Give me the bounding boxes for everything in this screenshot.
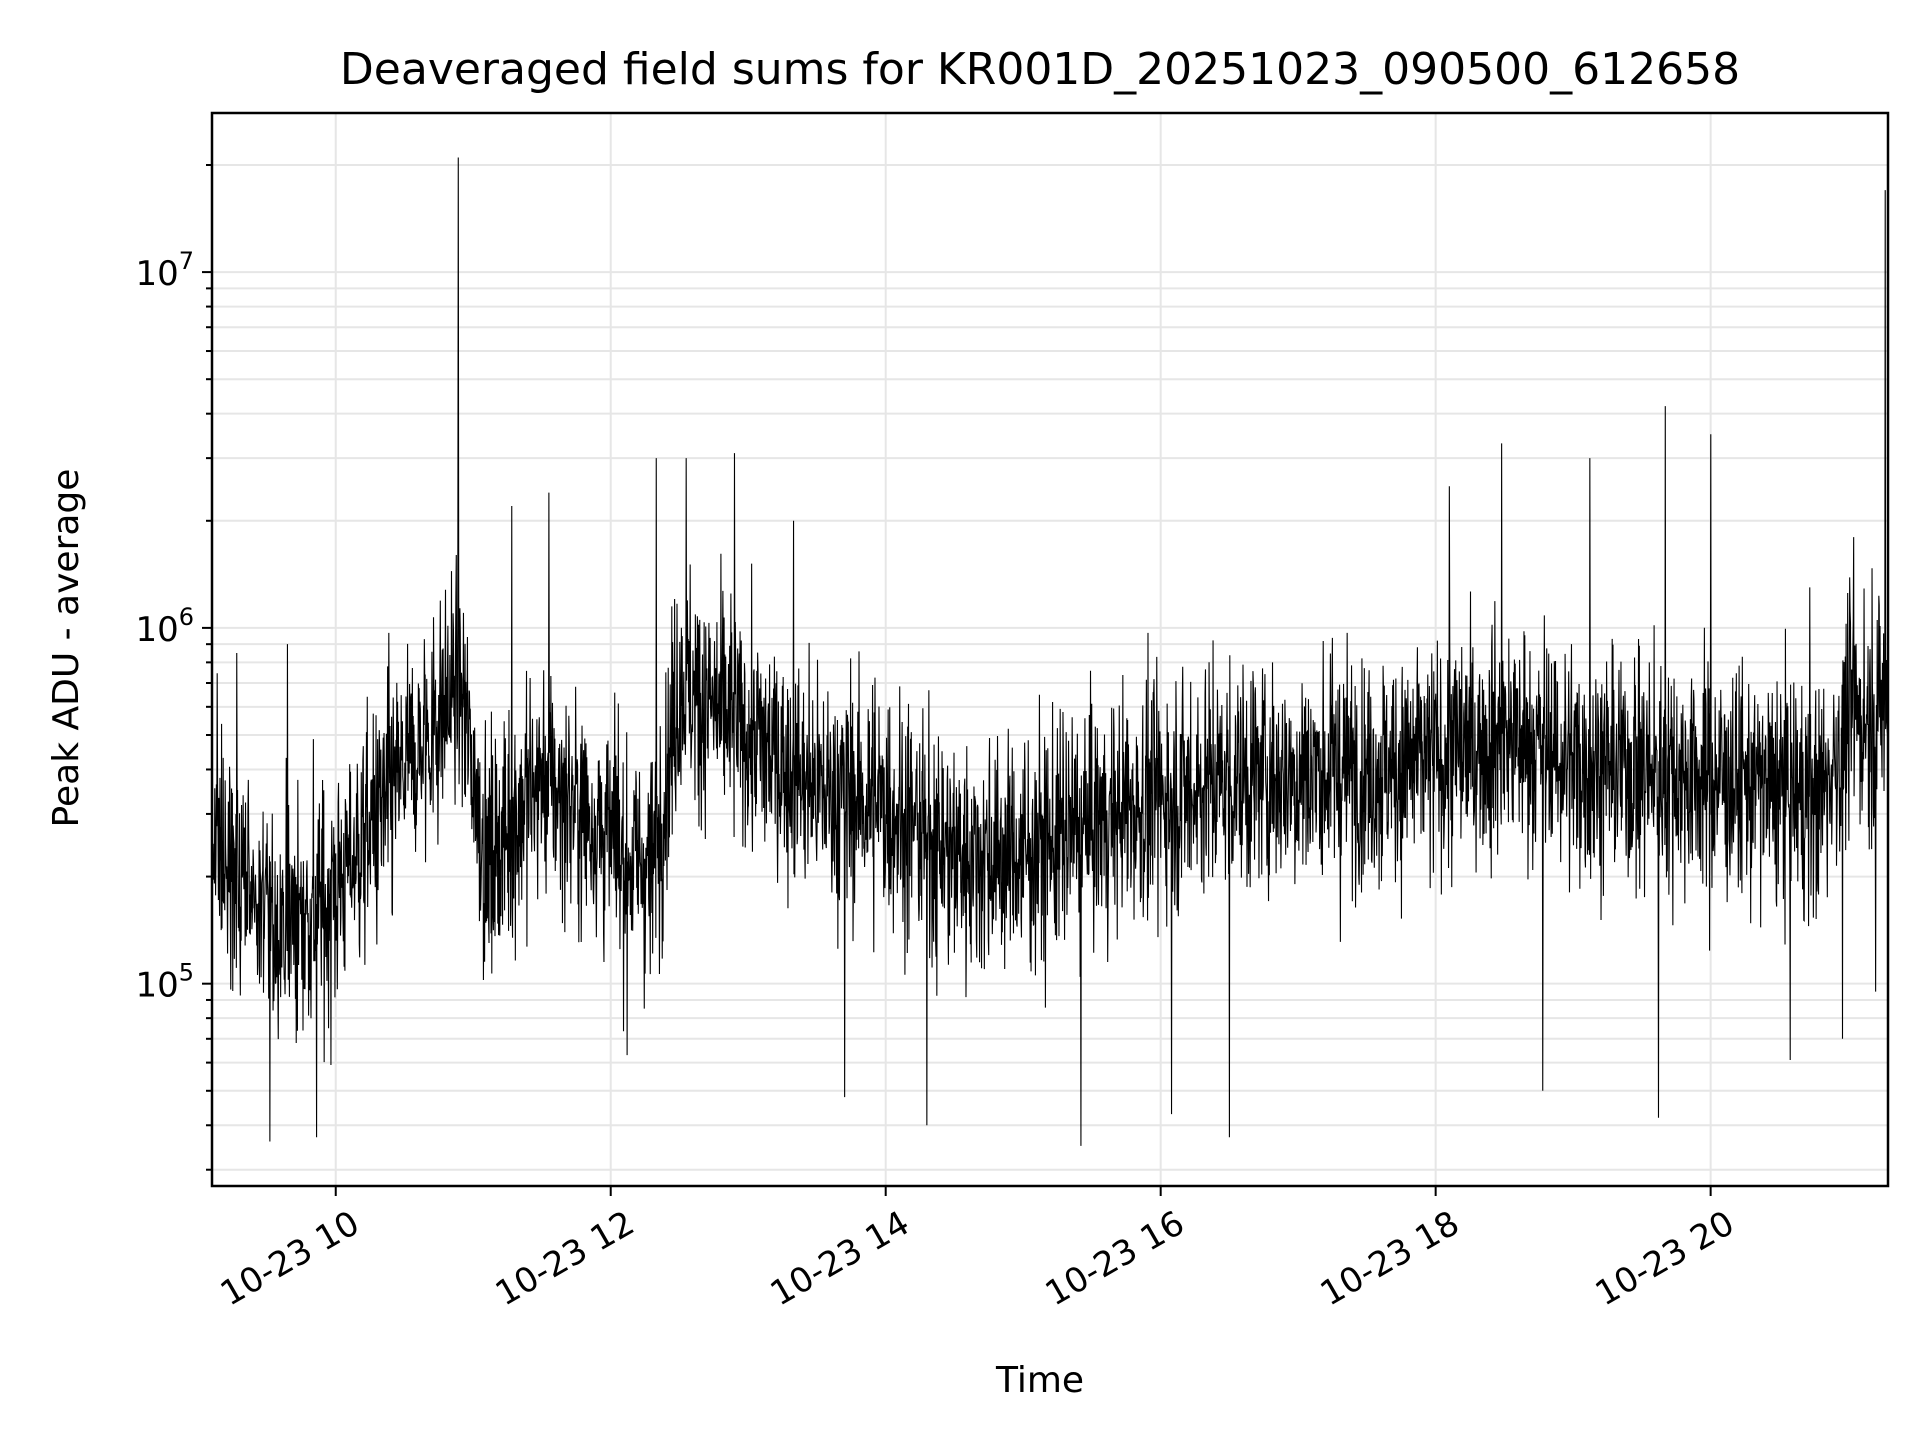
y-ticks: 105 106 107 — [135, 163, 212, 1171]
x-axis-label: Time — [995, 1360, 1084, 1401]
plot-frame — [210, 111, 1890, 1188]
y-tick-label: 106 — [135, 603, 194, 650]
series-line — [211, 157, 1889, 1146]
y-tick-label: 107 — [135, 247, 194, 294]
series-group — [211, 157, 1889, 1146]
y-axis-label: Peak ADU - average — [46, 469, 87, 828]
chart-title: Deaveraged field sums for KR001D_2025102… — [340, 44, 1740, 95]
y-tick-label: 105 — [135, 959, 194, 1006]
